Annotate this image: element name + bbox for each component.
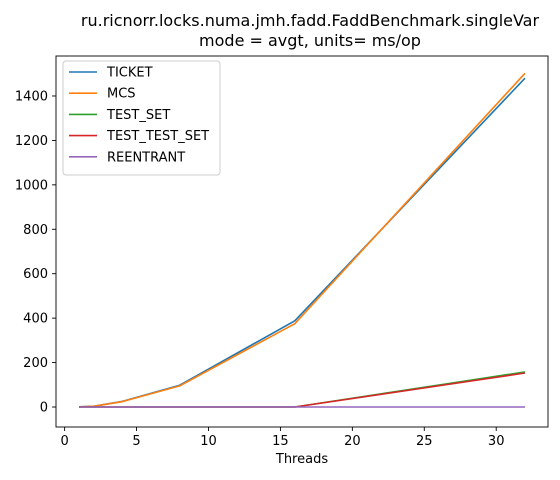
series-lines	[78, 72, 526, 408]
chart-title-line-1: ru.ricnorr.locks.numa.jmh.fadd.FaddBench…	[81, 11, 540, 30]
legend-label: TEST_SET	[106, 108, 170, 123]
plot-frame	[55, 55, 549, 428]
legend-box	[62, 60, 221, 176]
chart-title-line-2: mode = avgt, units= ms/op	[199, 31, 421, 50]
y-tick-label: 1200	[15, 134, 48, 149]
chart-axes: 0 5 10 15 20 25 30 0 200 400 600 800 1000 1200 1400	[15, 55, 549, 449]
legend-label: TICKET	[106, 66, 153, 81]
y-tick-label: 1400	[15, 89, 48, 104]
x-tick-label: 30	[488, 434, 505, 449]
x-tick-label: 0	[60, 434, 68, 449]
legend-label: REENTRANT	[107, 150, 185, 165]
x-tick-label: 5	[132, 434, 140, 449]
x-tick-label: 20	[344, 434, 361, 449]
y-tick-label: 1000	[15, 178, 48, 193]
x-tick-label: 25	[416, 434, 433, 449]
x-tick-label: 10	[200, 434, 217, 449]
chart-legend: TICKET MCS TEST_SET TEST_TEST_SET REENTRANT	[62, 60, 221, 176]
y-tick-label: 400	[23, 312, 48, 327]
y-tick-label: 200	[23, 356, 48, 371]
x-axis-label: Threads	[275, 452, 328, 467]
y-tick-label: 600	[23, 267, 48, 282]
legend-label: MCS	[107, 87, 136, 102]
y-tick-label: 800	[23, 223, 48, 238]
chart-title: ru.ricnorr.locks.numa.jmh.fadd.FaddBench…	[81, 11, 540, 50]
x-tick-label: 15	[272, 434, 289, 449]
legend-label: TEST_TEST_SET	[106, 129, 209, 144]
y-tick-label: 0	[40, 401, 48, 416]
series-line-test-set	[79, 371, 526, 408]
series-line-test-test-set	[79, 372, 526, 408]
